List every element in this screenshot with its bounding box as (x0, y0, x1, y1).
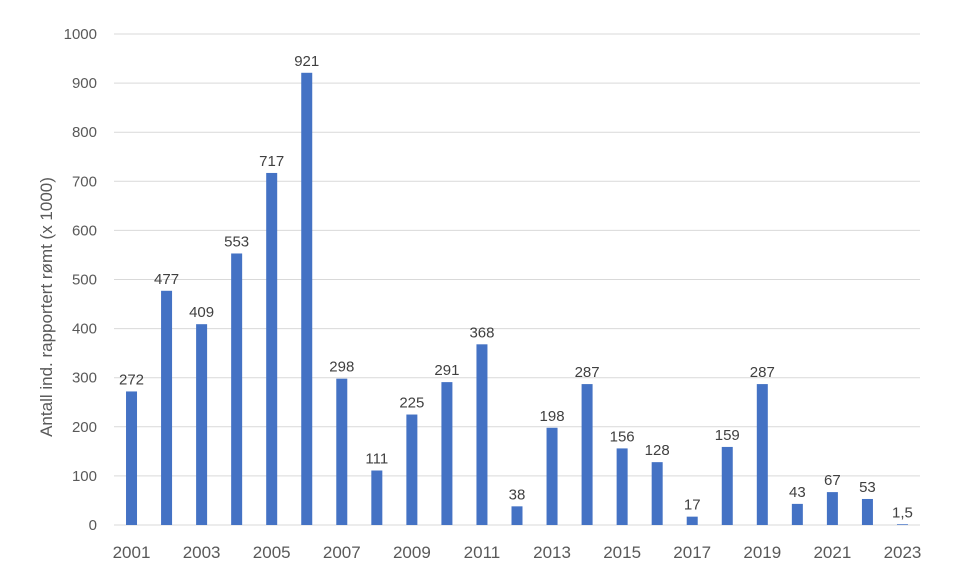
data-label: 717 (259, 153, 284, 170)
data-label: 298 (329, 359, 354, 376)
bar (721, 446, 733, 525)
y-tick-label: 900 (72, 75, 97, 92)
y-tick-label: 700 (72, 173, 97, 190)
gridlines (114, 33, 920, 526)
bars (126, 72, 908, 526)
bar (301, 72, 313, 525)
bar (196, 324, 208, 525)
data-label: 287 (575, 364, 600, 381)
x-tick-label: 2021 (813, 543, 851, 562)
data-label: 1,5 (892, 504, 913, 521)
x-axis-ticks: 2001 2003 2005 2007 2009 2011 2013 2015 2017 2019… (113, 543, 922, 562)
bar (161, 290, 173, 525)
y-tick-label: 0 (89, 517, 97, 534)
bar (686, 516, 698, 525)
data-label: 156 (610, 428, 635, 445)
bar (511, 506, 523, 525)
data-label: 287 (750, 364, 775, 381)
y-tick-label: 800 (72, 124, 97, 141)
bar (791, 503, 803, 525)
data-label: 128 (645, 442, 670, 459)
data-label: 43 (789, 484, 806, 501)
data-label: 225 (399, 395, 424, 412)
y-tick-label: 200 (72, 419, 97, 436)
bar (476, 344, 488, 525)
x-tick-label: 2001 (113, 543, 151, 562)
bar (406, 414, 418, 525)
data-label: 477 (154, 271, 179, 288)
data-label: 38 (509, 486, 526, 503)
data-label: 53 (859, 479, 876, 496)
x-tick-label: 2019 (743, 543, 781, 562)
x-tick-label: 2017 (673, 543, 711, 562)
data-label: 921 (294, 53, 319, 70)
x-tick-label: 2003 (183, 543, 221, 562)
data-label: 111 (365, 450, 388, 467)
y-tick-label: 600 (72, 222, 97, 239)
bar (861, 498, 873, 525)
data-label: 368 (469, 324, 494, 341)
y-axis-ticks: 0 100 200 300 400 500 600 700 800 900 1000 (64, 26, 97, 534)
bar (231, 253, 243, 526)
data-label: 272 (119, 371, 144, 388)
x-tick-label: 2011 (464, 543, 501, 562)
bar (651, 462, 663, 525)
bar (756, 384, 768, 525)
data-labels: 272 477 409 553 717 921 298 111 225 291 368 38 198 28… (119, 53, 913, 521)
bar (581, 384, 593, 525)
data-label: 159 (715, 427, 740, 444)
bar (441, 382, 453, 525)
bar (616, 448, 628, 525)
x-tick-label: 2023 (884, 543, 922, 562)
data-label: 291 (434, 362, 459, 379)
x-tick-label: 2009 (393, 543, 431, 562)
y-tick-label: 400 (72, 321, 97, 338)
bar (371, 470, 383, 525)
data-label: 198 (540, 408, 565, 425)
bar (126, 391, 138, 525)
y-tick-label: 100 (72, 468, 97, 485)
bar (826, 492, 838, 525)
y-tick-label: 1000 (64, 26, 97, 43)
data-label: 67 (824, 472, 841, 489)
y-axis-label: Antall ind. rapportert rømt (x 1000) (37, 177, 56, 437)
bar (266, 172, 278, 525)
x-tick-label: 2013 (533, 543, 571, 562)
x-tick-label: 2005 (253, 543, 291, 562)
data-label: 553 (224, 233, 249, 250)
bar (896, 524, 908, 525)
data-label: 409 (189, 304, 214, 321)
bar (546, 427, 558, 525)
data-label: 17 (684, 497, 701, 514)
x-tick-label: 2007 (323, 543, 361, 562)
bar (336, 378, 348, 525)
y-tick-label: 300 (72, 370, 97, 387)
x-tick-label: 2015 (603, 543, 641, 562)
y-tick-label: 500 (72, 272, 97, 289)
